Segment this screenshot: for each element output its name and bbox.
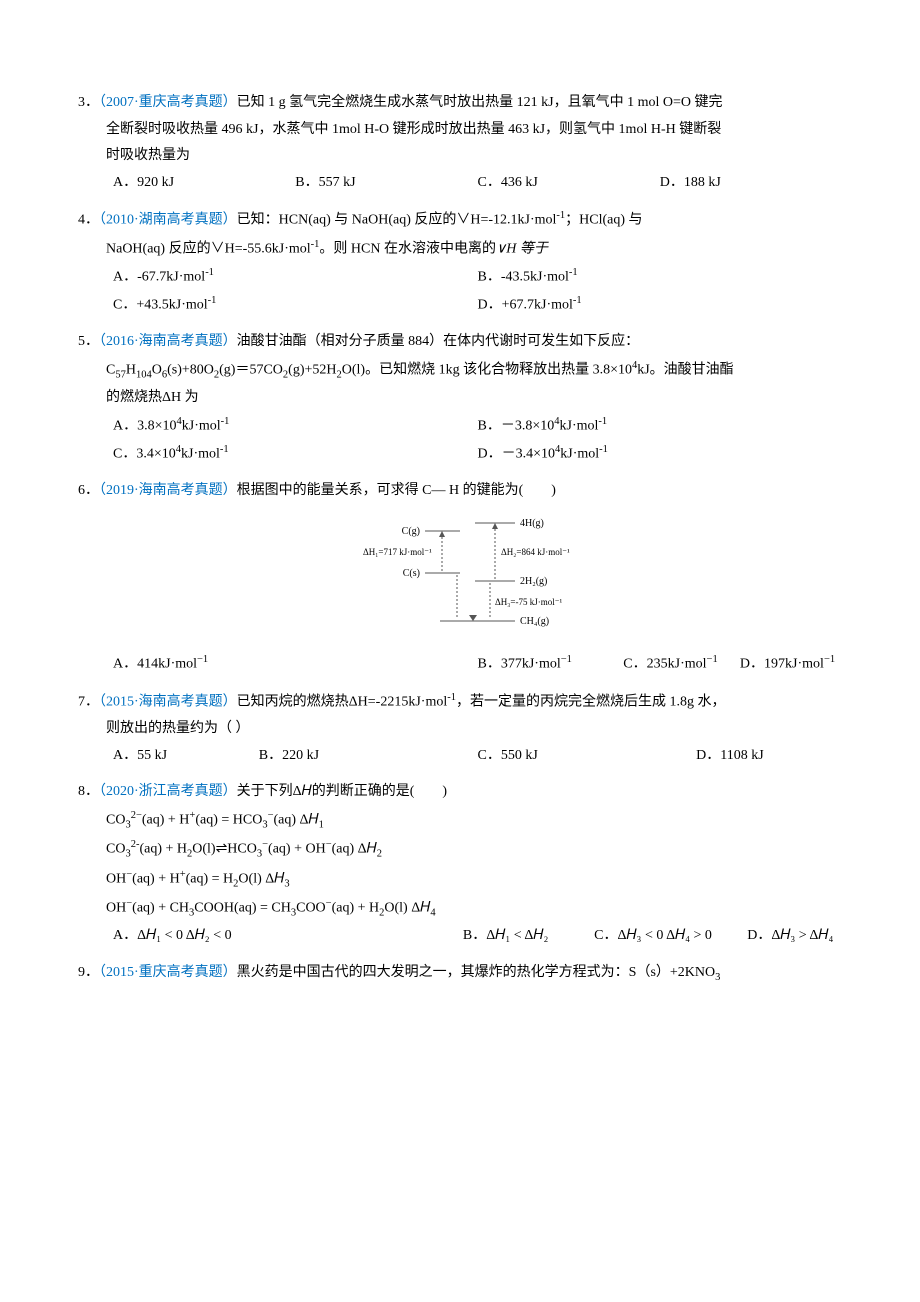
q8-opt-a: A．Δ𝐻₁ < 0 Δ𝐻₂ < 0 [113,923,463,950]
q3-opt-a: A．920 kJ [113,170,295,197]
svg-text:ΔH₃=-75 kJ·mol⁻¹: ΔH₃=-75 kJ·mol⁻¹ [495,597,562,607]
q5-ref: （2016·海南高考真题） [99,334,237,349]
question-6: 6．（2019·海南高考真题）根据图中的能量关系，可求得 C— H 的键能为( … [78,478,842,677]
q8-eq2: CO32-(aq) + H2O(l)⇌HCO3−(aq) + OH−(aq) Δ… [78,835,842,864]
q9-line1: 9．（2015·重庆高考真题）黑火药是中国古代的四大发明之一，其爆炸的热化学方程… [78,960,842,988]
q5-num: 5． [78,334,99,349]
q6-options: A．414kJ·mol−1 B．377kJ·mol−1 C．235kJ·mol−… [78,650,842,678]
question-5: 5．（2016·海南高考真题）油酸甘油酯（相对分子质量 884）在体内代谢时可发… [78,329,842,468]
q6-opt-a: A．414kJ·mol−1 [113,650,478,678]
q7-options: A．55 kJ B．220 kJ C．550 kJ D．1108 kJ [78,743,842,770]
q4-opt-c: C．+43.5kJ·mol-1 [113,291,478,319]
q5-opt-c: C．3.4×104kJ·mol-1 [113,440,478,468]
q6-opt-c: C．235kJ·mol−1 [623,650,740,678]
svg-text:ΔH₁=717 kJ·mol⁻¹: ΔH₁=717 kJ·mol⁻¹ [363,547,432,557]
question-9: 9．（2015·重庆高考真题）黑火药是中国古代的四大发明之一，其爆炸的热化学方程… [78,960,842,988]
q8-options: A．Δ𝐻₁ < 0 Δ𝐻₂ < 0 B．Δ𝐻₁ < Δ𝐻₂ C．Δ𝐻₃ < 0 … [78,923,842,950]
q8-num: 8． [78,784,99,799]
q4-line2: NaOH(aq) 反应的∨H=-55.6kJ·mol-1。则 HCN 在水溶液中… [78,235,842,263]
q7-ref: （2015·海南高考真题） [99,695,237,710]
q6-diagram: C(g) 4H(g) C(s) 2H₂(g) CH₄(g) ΔH₁=717 kJ… [78,513,842,644]
svg-text:C(g): C(g) [402,526,420,537]
q7-opt-c: C．550 kJ [477,743,696,770]
q8-ref: （2020·浙江高考真题） [99,784,237,799]
q4-ref: （2010·湖南高考真题） [99,213,237,228]
svg-text:4H(g): 4H(g) [520,518,544,529]
question-8: 8．（2020·浙江高考真题）关于下列Δ𝐻的判断正确的是( ) CO32−(aq… [78,779,842,950]
q7-num: 7． [78,695,99,710]
svg-text:2H₂(g): 2H₂(g) [520,576,547,587]
q7-opt-b: B．220 kJ [259,743,478,770]
question-3: 3．（2007·重庆高考真题）已知 1 g 氢气完全燃烧生成水蒸气时放出热量 1… [78,90,842,196]
q4-opt-d: D．+67.7kJ·mol-1 [478,291,843,319]
q5-line2: C57H104O6(s)+80O2(g)＝57CO2(g)+52H2O(l)。已… [78,356,842,385]
question-4: 4．（2010·湖南高考真题）已知：HCN(aq) 与 NaOH(aq) 反应的… [78,206,842,319]
q9-num: 9． [78,965,99,980]
energy-diagram-svg: C(g) 4H(g) C(s) 2H₂(g) CH₄(g) ΔH₁=717 kJ… [345,513,575,633]
q3-opt-c: C．436 kJ [478,170,660,197]
q6-opt-d: D．197kJ·mol−1 [740,650,842,678]
q5-line3: 的燃烧热ΔH 为 [78,385,842,412]
q6-ref: （2019·海南高考真题） [99,483,237,498]
q5-opt-b: B．－3.8×104kJ·mol-1 [478,412,843,440]
q5-opt-d: D．－3.4×104kJ·mol-1 [478,440,843,468]
q3-options: A．920 kJ B．557 kJ C．436 kJ D．188 kJ [78,170,842,197]
q7-line1: 7．（2015·海南高考真题）已知丙烷的燃烧热ΔH=-2215kJ·mol-1，… [78,688,842,716]
svg-text:ΔH₂=864 kJ·mol⁻¹: ΔH₂=864 kJ·mol⁻¹ [501,547,570,557]
q5-line1: 5．（2016·海南高考真题）油酸甘油酯（相对分子质量 884）在体内代谢时可发… [78,329,842,356]
q3-opt-b: B．557 kJ [295,170,477,197]
q3-num: 3． [78,95,99,110]
q8-opt-d: D．Δ𝐻₃ > Δ𝐻₄ [747,923,842,950]
q3-line1: 3．（2007·重庆高考真题）已知 1 g 氢气完全燃烧生成水蒸气时放出热量 1… [78,90,842,117]
q3-stem1: 已知 1 g 氢气完全燃烧生成水蒸气时放出热量 121 kJ，且氧气中 1 mo… [237,95,723,110]
q8-eq4: OH−(aq) + CH3COOH(aq) = CH3COO−(aq) + H2… [78,894,842,923]
q8-line1: 8．（2020·浙江高考真题）关于下列Δ𝐻的判断正确的是( ) [78,779,842,806]
q9-ref: （2015·重庆高考真题） [99,965,237,980]
svg-text:CH₄(g): CH₄(g) [520,616,549,627]
q8-opt-b: B．Δ𝐻₁ < Δ𝐻₂ [463,923,594,950]
q7-line2: 则放出的热量约为（ ） [78,716,842,743]
q5-options-row1: A．3.8×104kJ·mol-1 B．－3.8×104kJ·mol-1 [78,412,842,440]
q7-opt-a: A．55 kJ [113,743,259,770]
q4-opt-a: A．-67.7kJ·mol-1 [113,263,478,291]
q3-line3: 时吸收热量为 [78,143,842,170]
q6-num: 6． [78,483,99,498]
q4-options-row2: C．+43.5kJ·mol-1 D．+67.7kJ·mol-1 [78,291,842,319]
q4-opt-b: B．-43.5kJ·mol-1 [478,263,843,291]
q3-ref: （2007·重庆高考真题） [99,95,237,110]
svg-text:C(s): C(s) [403,568,420,579]
q8-eq3: OH−(aq) + H+(aq) = H2O(l) Δ𝐻3 [78,865,842,894]
q3-line2: 全断裂时吸收热量 496 kJ，水蒸气中 1mol H-O 键形成时放出热量 4… [78,117,842,144]
q7-opt-d: D．1108 kJ [696,743,842,770]
q5-opt-a: A．3.8×104kJ·mol-1 [113,412,478,440]
q3-opt-d: D．188 kJ [660,170,842,197]
q8-opt-c: C．Δ𝐻₃ < 0 Δ𝐻₄ > 0 [594,923,747,950]
q6-line1: 6．（2019·海南高考真题）根据图中的能量关系，可求得 C— H 的键能为( … [78,478,842,505]
q4-num: 4． [78,213,99,228]
q5-options-row2: C．3.4×104kJ·mol-1 D．－3.4×104kJ·mol-1 [78,440,842,468]
q4-line1: 4．（2010·湖南高考真题）已知：HCN(aq) 与 NaOH(aq) 反应的… [78,206,842,234]
q4-options-row1: A．-67.7kJ·mol-1 B．-43.5kJ·mol-1 [78,263,842,291]
q8-eq1: CO32−(aq) + H+(aq) = HCO3−(aq) Δ𝐻1 [78,806,842,835]
q6-opt-b: B．377kJ·mol−1 [478,650,624,678]
question-7: 7．（2015·海南高考真题）已知丙烷的燃烧热ΔH=-2215kJ·mol-1，… [78,688,842,769]
